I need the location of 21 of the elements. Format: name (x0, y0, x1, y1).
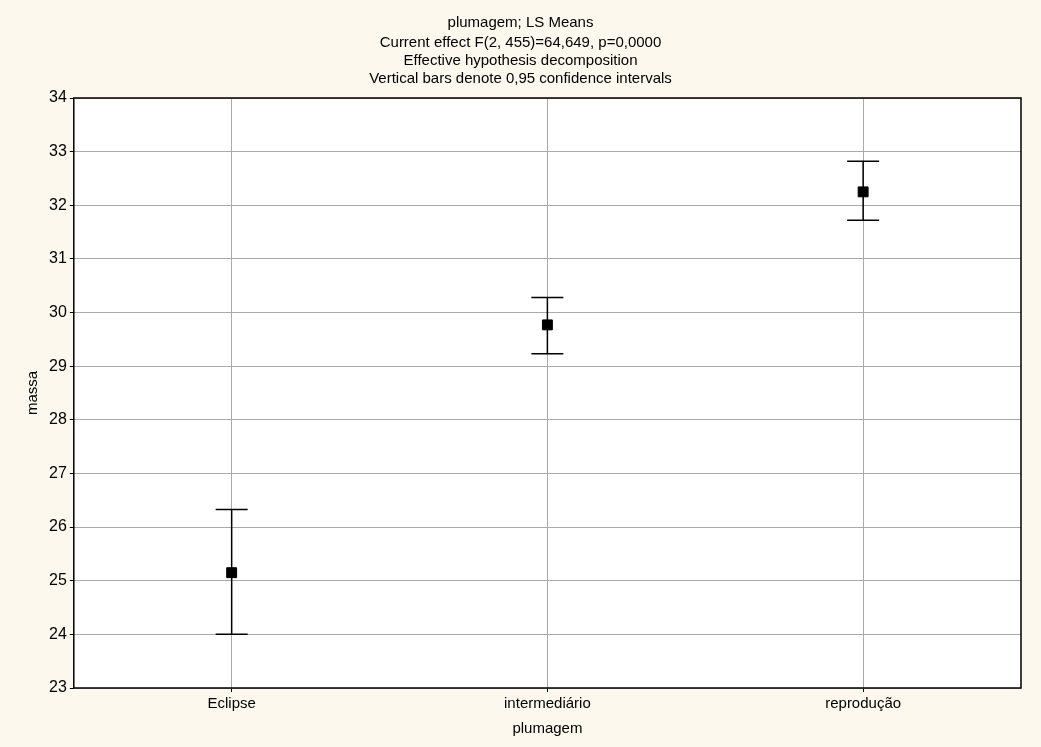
x-tick-label: reprodução (825, 694, 902, 712)
chart-title: plumagem; LS Means (447, 13, 594, 31)
y-tick-label: 30 (49, 302, 67, 320)
y-tick-label: 27 (49, 463, 67, 481)
y-tick-label: 24 (49, 624, 67, 642)
y-tick-label: 26 (49, 517, 67, 535)
y-tick-label: 31 (49, 249, 67, 267)
y-tick-label: 25 (49, 571, 67, 589)
y-tick-label: 29 (49, 356, 67, 374)
point (226, 567, 238, 579)
x-tick-label: Eclipse (207, 694, 256, 712)
x-axis-title: plumagem (512, 719, 583, 737)
y-tick-label: 23 (49, 678, 67, 696)
y-tick-label: 32 (49, 195, 67, 213)
chart-subtitle: Current effect F(2, 455)=64,649, p=0,0000 Effective hypothesis decomposition Vertical bars denote 0,95 confidence intervals (369, 33, 672, 87)
x-tick-label: intermediário (504, 694, 591, 712)
point (541, 319, 553, 331)
y-tick-label: 28 (49, 410, 67, 428)
y-axis-title: massa (23, 370, 41, 416)
y-tick-label: 33 (49, 142, 67, 160)
y-tick-label: 34 (49, 88, 67, 106)
